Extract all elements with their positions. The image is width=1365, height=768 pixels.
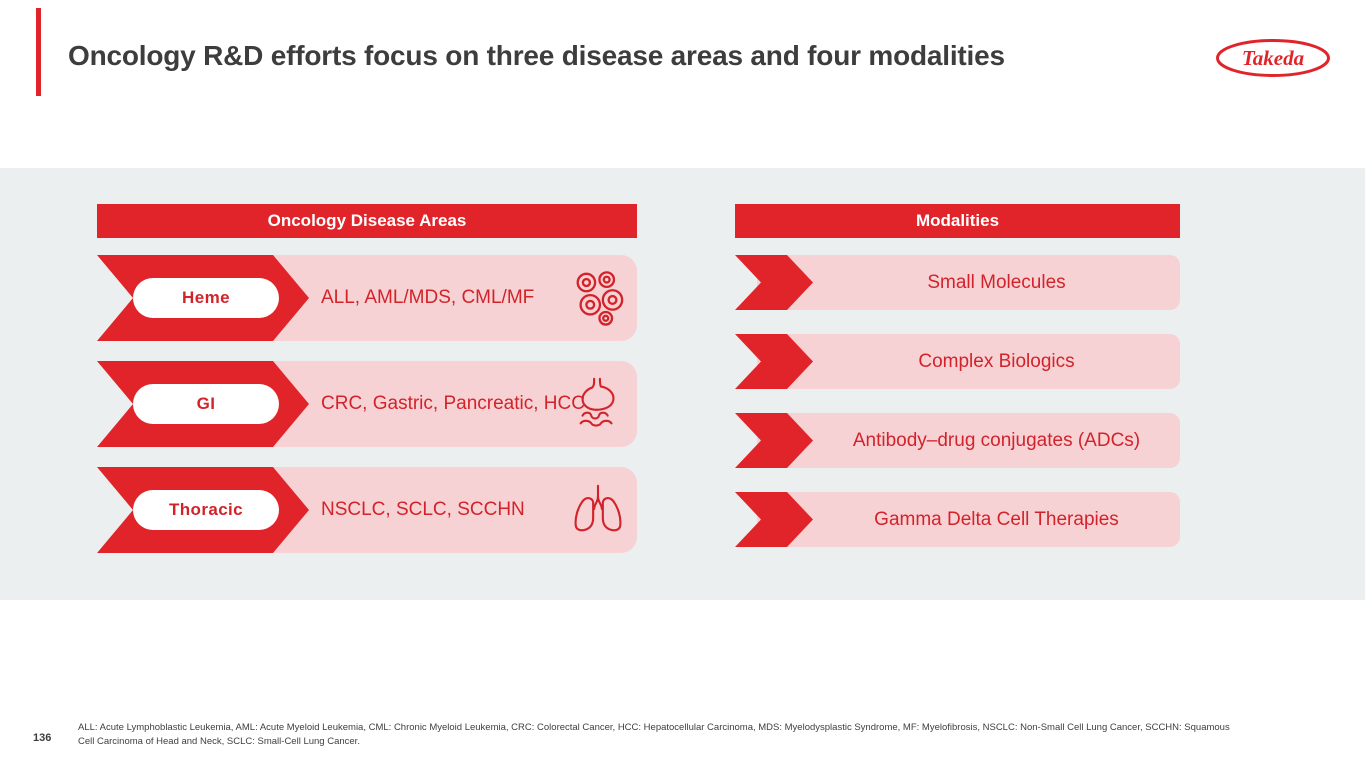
modality-band xyxy=(757,413,1180,468)
disease-area-detail: CRC, Gastric, Pancreatic, HCC xyxy=(321,393,585,414)
modality-band xyxy=(757,334,1180,389)
disease-area-detail: NSCLC, SCLC, SCCHN xyxy=(321,499,525,520)
disease-area-row-gi: CRC, Gastric, Pancreatic, HCC GI xyxy=(97,361,637,447)
title-accent-bar xyxy=(36,8,41,96)
page-title: Oncology R&D efforts focus on three dise… xyxy=(68,40,1005,71)
disease-area-row-heme: ALL, AML/MDS, CML/MF Heme xyxy=(97,255,637,341)
modality-label: Gamma Delta Cell Therapies xyxy=(874,508,1119,530)
modality-row: Complex Biologics xyxy=(735,334,1180,389)
modality-label: Antibody–drug conjugates (ADCs) xyxy=(852,429,1141,451)
disease-area-detail: ALL, AML/MDS, CML/MF xyxy=(321,287,535,308)
disease-area-label-pill: Heme xyxy=(133,278,279,318)
logo-wordmark: Takeda xyxy=(1242,46,1304,70)
modality-label: Small Molecules xyxy=(927,271,1066,293)
takeda-logo: Takeda xyxy=(1214,38,1332,78)
page-number: 136 xyxy=(33,732,52,744)
disease-areas-header: Oncology Disease Areas xyxy=(97,204,637,238)
modalities-header: Modalities xyxy=(735,204,1180,238)
gi-tract-icon xyxy=(569,375,627,433)
modality-band xyxy=(757,255,1180,310)
disease-area-label-pill: Thoracic xyxy=(133,490,279,530)
modality-row: Gamma Delta Cell Therapies xyxy=(735,492,1180,547)
disease-area-label-pill: GI xyxy=(133,384,279,424)
takeda-logo-icon: Takeda xyxy=(1216,39,1330,77)
modality-label: Complex Biologics xyxy=(918,350,1075,372)
footnote: ALL: Acute Lymphoblastic Leukemia, AML: … xyxy=(78,722,1230,748)
modality-row: Antibody–drug conjugates (ADCs) xyxy=(735,413,1180,468)
modality-row: Small Molecules xyxy=(735,255,1180,310)
disease-area-row-thoracic: NSCLC, SCLC, SCCHN Thoracic xyxy=(97,467,637,553)
modality-band xyxy=(757,492,1180,547)
lungs-icon xyxy=(569,481,627,539)
blood-cells-icon xyxy=(569,269,627,327)
